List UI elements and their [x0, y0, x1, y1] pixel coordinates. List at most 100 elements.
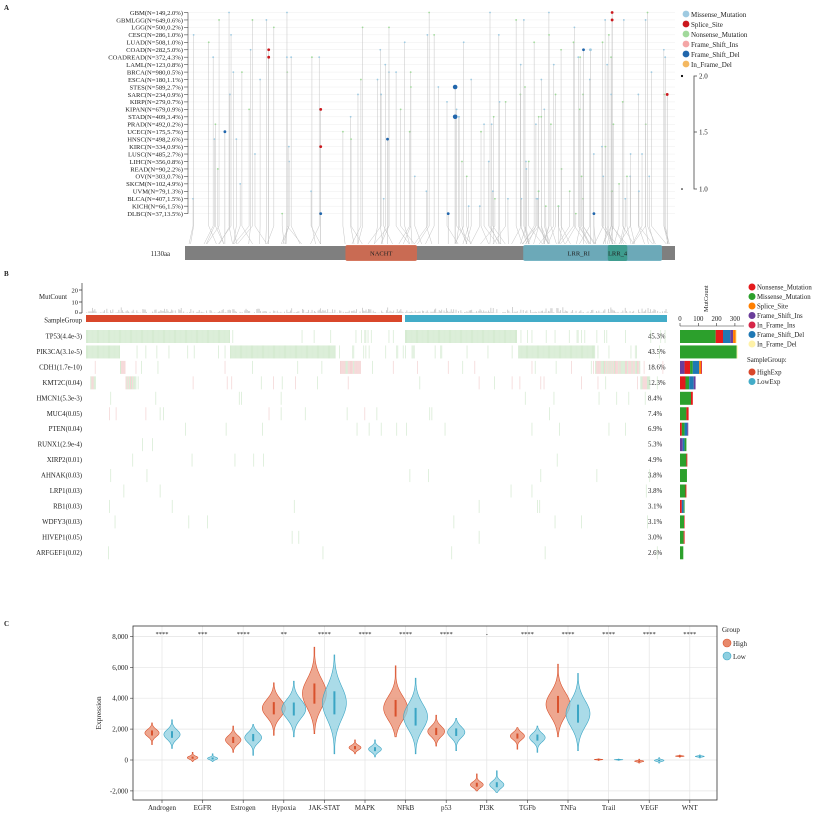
mutcount-bar	[520, 309, 522, 313]
lollipop-stem	[499, 101, 502, 245]
oncoprint-cell	[334, 345, 336, 359]
oncoprint-cell	[158, 330, 160, 343]
mutcount-tick: 0	[75, 309, 78, 316]
oncoprint-cell	[125, 330, 127, 343]
mutcount-bar	[364, 311, 366, 313]
mutcount-bar-segment	[685, 376, 690, 390]
lollipop-stem	[462, 206, 469, 245]
oncoprint-cell	[431, 330, 433, 343]
oncoprint-cell	[527, 330, 528, 343]
violin-median	[211, 757, 214, 760]
oncoprint-cell	[556, 453, 558, 467]
oncoprint-cell	[302, 345, 304, 359]
mutcount-bar	[246, 310, 248, 313]
mutcount-bar	[122, 310, 123, 313]
lollipop-dot	[618, 182, 620, 185]
mutcount-bar	[597, 312, 599, 313]
oncoprint-cell	[108, 546, 109, 560]
mutcount-bar	[480, 310, 482, 313]
oncoprint-cell	[313, 330, 315, 343]
size-scale-axis	[693, 75, 697, 190]
mutcount-bar	[183, 311, 185, 313]
oncoprint-cell	[396, 422, 398, 436]
mutcount-bar	[222, 309, 224, 313]
mutcount-bar	[345, 311, 347, 313]
lollipop-dot	[540, 78, 543, 81]
lollipop-dot	[524, 86, 526, 88]
mutcount-bar	[470, 310, 471, 313]
mutcount-bar-segment	[680, 469, 687, 483]
oncoprint-cell	[490, 330, 492, 343]
mutcount-bar	[198, 310, 200, 313]
oncoprint-cell	[639, 360, 641, 374]
oncoprint-cell	[345, 360, 347, 374]
oncoprint-cell	[92, 330, 94, 343]
mutation-dot	[267, 48, 271, 52]
significance-label: ****	[602, 631, 615, 638]
oncoprint-cell	[571, 360, 572, 374]
oncoprint-cell	[169, 330, 171, 343]
oncoprint-cell	[451, 546, 453, 560]
oncoprint-cell	[121, 360, 123, 374]
legend-label: Missense_Mutation	[691, 11, 747, 19]
oncoprint-cell	[573, 345, 575, 359]
legend-swatch	[682, 40, 690, 48]
oncoprint-cell	[147, 330, 149, 343]
mutcount-bar	[206, 310, 207, 313]
lollipop-stem	[395, 72, 410, 245]
oncoprint-cell	[546, 345, 548, 359]
oncoprint-cell	[355, 330, 357, 343]
lollipop-dot	[604, 145, 607, 148]
mutcount-bar	[167, 310, 169, 313]
lollipop-stem	[544, 109, 551, 245]
lollipop-dot	[425, 190, 428, 193]
mutcount-bar	[447, 310, 449, 313]
mutcount-bar	[586, 312, 588, 313]
lollipop-stem	[188, 198, 194, 245]
lollipop-dot	[537, 190, 540, 193]
oncoprint-cell	[488, 330, 490, 343]
oncoprint-cell	[634, 345, 636, 359]
mutcount-bar	[664, 310, 666, 313]
mutcount-bar	[257, 308, 259, 313]
mutcount-bar	[653, 309, 655, 313]
lollipop-dot	[251, 19, 254, 21]
oncoprint-cell	[330, 345, 332, 359]
protein-length-label: 1130aa	[151, 251, 170, 258]
lollipop-stem	[612, 191, 625, 245]
mutcount-bar	[558, 311, 560, 313]
oncoprint-cell	[553, 391, 555, 405]
oncoprint-cell	[91, 345, 93, 359]
oncoprint-cell	[494, 330, 495, 343]
oncoprint-cell	[523, 345, 525, 359]
mutcount-bar	[382, 311, 384, 313]
oncoprint-cell	[138, 330, 140, 343]
lollipop-dot	[650, 71, 653, 73]
oncoprint-cell	[94, 330, 96, 343]
lollipop-dot	[461, 160, 463, 163]
oncoprint-cell	[95, 330, 97, 343]
mutcount-bar	[262, 311, 264, 313]
mutcount-bar	[525, 311, 527, 313]
mutcount-bar	[266, 311, 267, 313]
mutcount-bar-segment	[684, 515, 685, 529]
mutcount-bar	[603, 310, 605, 313]
oncoprint-cell	[141, 360, 142, 374]
mutcount-bar	[552, 312, 554, 313]
oncoprint-cell	[515, 330, 516, 343]
lollipop-stem	[630, 154, 636, 245]
oncoprint-cell	[304, 407, 306, 421]
legend-swatch	[748, 331, 756, 338]
lollipop-dot	[612, 123, 615, 126]
oncoprint-cell	[86, 345, 87, 359]
oncoprint-cell	[576, 330, 578, 343]
x-tick-label: p53	[441, 804, 452, 812]
mutcount-bar	[162, 310, 164, 313]
oncoprint-cell	[183, 330, 185, 343]
mutcount-bar	[615, 312, 617, 313]
lollipop-dot	[311, 56, 313, 59]
oncoprint-cell	[187, 330, 189, 343]
oncoprint-cell	[104, 330, 106, 343]
oncoprint-cell	[476, 330, 478, 343]
lollipop-dot	[644, 19, 647, 21]
